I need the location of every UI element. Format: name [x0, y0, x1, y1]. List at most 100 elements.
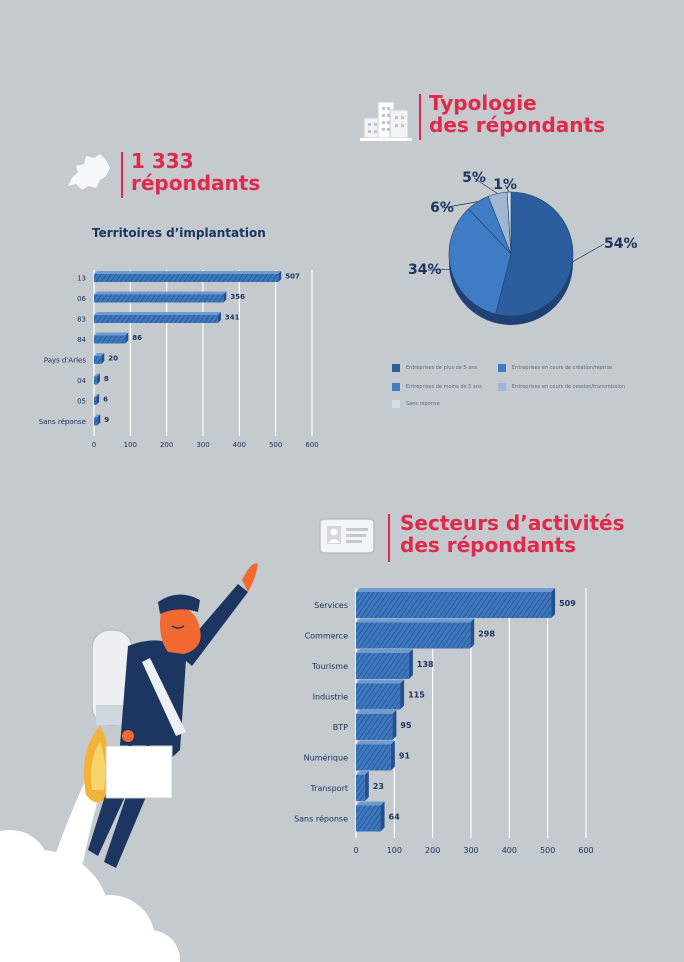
bar	[94, 315, 218, 323]
category-label: Services	[314, 601, 348, 610]
leader-line	[427, 269, 451, 271]
legend-swatch	[392, 383, 400, 391]
legend-label: Entreprises de moins de 5 ans	[406, 384, 482, 390]
data-label: 91	[399, 752, 411, 761]
category-label: 13	[77, 275, 86, 283]
category-label: Numérique	[304, 753, 348, 763]
bar-side	[470, 618, 475, 649]
data-label: 507	[285, 273, 300, 281]
pie-value-label: 6%	[430, 200, 454, 216]
x-tick-label: 500	[269, 441, 282, 449]
bar	[94, 294, 224, 303]
category-label: Tourisme	[311, 662, 348, 671]
x-tick-label: 300	[196, 441, 209, 449]
bar-top	[356, 740, 395, 745]
category-label: Industrie	[313, 693, 348, 702]
bar	[94, 274, 279, 282]
bar-top	[94, 291, 227, 295]
legend-label: Entreprises de plus de 5 ans	[406, 365, 478, 371]
data-label: 20	[108, 355, 118, 363]
typology-title-line2: des répondants	[429, 113, 605, 138]
category-label: 04	[77, 377, 86, 385]
category-label: Transport	[309, 784, 348, 793]
bar-side	[278, 271, 282, 282]
typology-pie-chart: 54% 34% 6% 5% 1%	[408, 170, 638, 325]
data-label: 9	[104, 416, 109, 424]
bar-side	[101, 353, 105, 364]
bar	[356, 653, 409, 679]
legend-item: Sans réponse	[392, 400, 440, 408]
bar-top	[94, 394, 100, 397]
legend-item: Entreprises de moins de 5 ans	[392, 383, 482, 391]
bar-side	[97, 414, 101, 426]
sectors-title-line2: des répondants	[400, 533, 576, 558]
bar	[356, 805, 381, 832]
data-label: 86	[132, 334, 142, 342]
data-label: 509	[559, 599, 576, 608]
bar	[356, 622, 471, 649]
bar-top	[94, 271, 282, 274]
legend-item: Entreprises en cours de cession/transmis…	[498, 383, 625, 391]
legend-item: Entreprises de plus de 5 ans	[392, 364, 477, 372]
bar-side	[380, 801, 385, 832]
data-label: 115	[408, 691, 425, 700]
bar	[356, 714, 393, 740]
x-tick-label: 400	[502, 846, 517, 855]
bar-side	[392, 710, 397, 740]
data-label: 341	[225, 314, 240, 322]
data-label: 23	[373, 782, 384, 791]
pie-value-label: 5%	[462, 170, 486, 186]
x-tick-label: 600	[305, 441, 318, 449]
leader-line	[441, 201, 478, 209]
pie-value-label: 54%	[604, 236, 638, 252]
category-label: Commerce	[305, 632, 349, 641]
id-card-icon	[319, 518, 375, 554]
legend-label: Sans réponse	[406, 401, 440, 407]
bar-top	[356, 618, 475, 623]
bar-side	[217, 312, 221, 323]
legend-swatch	[498, 383, 506, 391]
category-label: Pays d'Arles	[44, 357, 86, 365]
x-tick-label: 500	[540, 846, 555, 855]
bar-top	[94, 414, 101, 418]
legend-swatch	[392, 364, 400, 372]
data-label: 95	[400, 721, 412, 730]
bar-top	[94, 353, 105, 356]
category-label: 06	[77, 295, 86, 303]
category-label: Sans réponse	[39, 418, 86, 426]
x-tick-label: 400	[233, 441, 246, 449]
x-tick-label: 600	[578, 846, 593, 855]
sectors-title-line1: Secteurs d’activités	[400, 511, 625, 535]
x-tick-label: 200	[425, 846, 440, 855]
region-map-icon	[68, 154, 110, 190]
x-tick-label: 100	[387, 846, 402, 855]
sectors-chart: 0 100 200 300 400 500 600 Services 509 Commerce 29…	[294, 588, 594, 855]
respondents-count: 1 333	[131, 149, 194, 173]
bar-side	[96, 394, 100, 405]
bar-top	[94, 373, 100, 377]
bar-side	[390, 740, 395, 771]
category-label: 84	[77, 336, 86, 344]
bar-top	[356, 710, 397, 714]
pie-slice	[448, 208, 512, 315]
legend-swatch	[392, 400, 400, 408]
pie-legend: Entreprises de plus de 5 ans Entreprises…	[392, 364, 652, 414]
bar-side	[364, 771, 369, 801]
bar-top	[356, 588, 556, 592]
typology-title-bar	[419, 94, 421, 140]
respondents-title-bar	[121, 152, 123, 198]
pie-value-label: 34%	[408, 262, 442, 278]
data-label: 6	[103, 396, 108, 404]
respondents-label: répondants	[131, 171, 261, 196]
bar-side	[96, 373, 100, 385]
bar-side	[125, 332, 129, 344]
bar-top	[94, 332, 129, 336]
pie-slice	[495, 191, 574, 317]
bar-top	[356, 679, 405, 684]
respondents-title: 1 333 répondants	[131, 150, 260, 195]
bar	[356, 683, 401, 710]
leader-line	[504, 184, 510, 193]
bar	[356, 592, 552, 618]
jetpack-businessman-illustration	[0, 563, 258, 962]
